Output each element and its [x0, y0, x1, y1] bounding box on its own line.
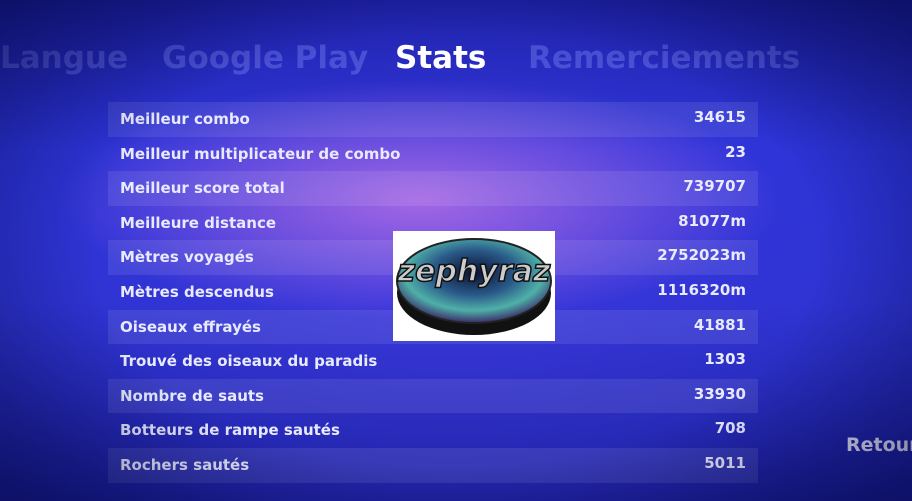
back-button[interactable]: Retour: [846, 434, 912, 456]
tab[interactable]: Stats: [395, 40, 487, 76]
tab[interactable]: Google Play: [162, 40, 369, 76]
stat-value: 33930: [693, 384, 746, 403]
stat-value: 34615: [693, 108, 746, 126]
stat-label: Rochers sautés: [120, 455, 250, 474]
stat-label: Oiseaux effrayés: [120, 317, 261, 336]
stat-label: Mètres voyagés: [120, 248, 254, 267]
stat-row: Mètres descendus 1116320m: [108, 275, 758, 310]
stats-list: Meilleur combo 34615 Meilleur multiplicate…: [108, 102, 758, 483]
stat-label: Trouvé des oiseaux du paradis: [120, 352, 378, 371]
stat-value: 739707: [683, 177, 746, 196]
logo-text: zephyraz: [397, 254, 551, 289]
stat-row: Meilleur combo 34615: [108, 102, 758, 137]
stat-row: Meilleur score total 739707: [108, 171, 758, 206]
stat-value: 81077m: [678, 211, 746, 230]
tab[interactable]: Langue: [0, 40, 129, 76]
stat-value: 2752023m: [657, 246, 746, 265]
stat-label: Botteurs de rampe sautés: [120, 421, 340, 440]
stat-label: Nombre de sauts: [120, 386, 264, 405]
stat-value: 708: [714, 419, 746, 438]
stat-value: 23: [725, 142, 746, 161]
tab[interactable]: Remerciements: [528, 40, 801, 76]
stat-value: 1116320m: [657, 280, 746, 299]
logo-disc: [396, 238, 552, 324]
stat-label: Meilleur combo: [120, 110, 250, 128]
stat-row: Meilleure distance 81077m: [108, 206, 758, 241]
stat-label: Meilleur multiplicateur de combo: [120, 144, 401, 163]
stat-label: Meilleur score total: [120, 179, 285, 198]
stat-row: Botteurs de rampe sautés 708: [108, 413, 758, 448]
stat-row: Meilleur multiplicateur de combo 23: [108, 137, 758, 172]
stat-value: 1303: [704, 350, 746, 369]
stat-label: Meilleure distance: [120, 213, 277, 232]
stat-value: 41881: [693, 315, 746, 334]
stat-row: Rochers sautés 5011: [108, 447, 758, 483]
logo: zephyraz: [393, 231, 555, 341]
stat-value: 5011: [704, 453, 746, 472]
stat-label: Mètres descendus: [120, 282, 274, 301]
stat-row: Nombre de sauts 33930: [108, 378, 758, 414]
stat-row: Trouvé des oiseaux du paradis 1303: [108, 344, 758, 379]
